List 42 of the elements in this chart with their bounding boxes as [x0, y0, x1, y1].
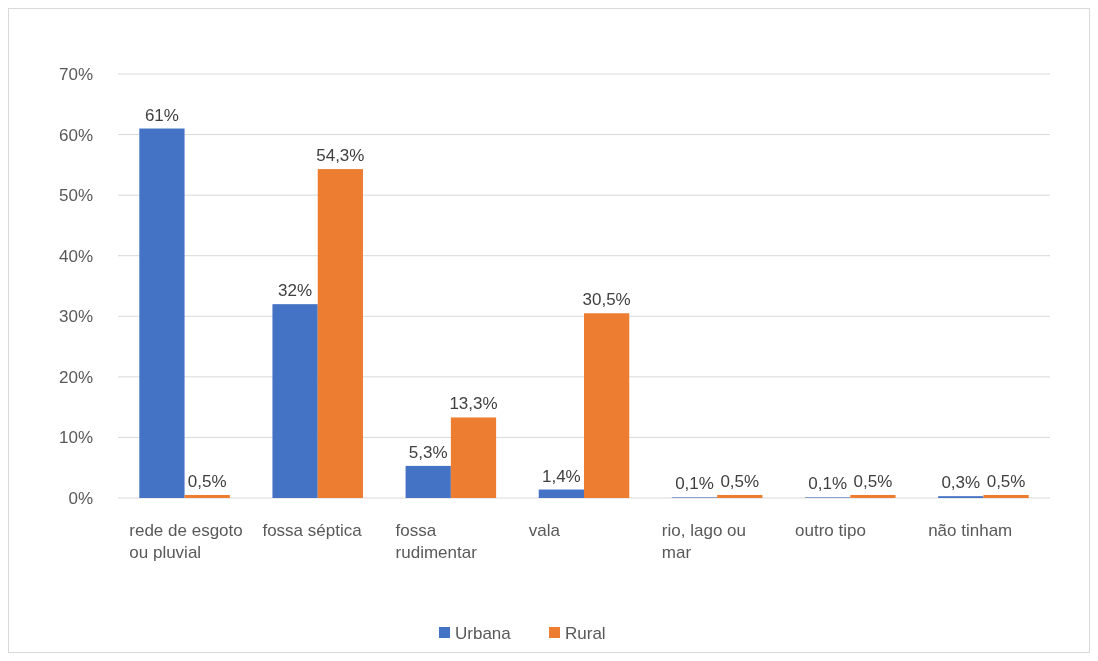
bar [317, 169, 363, 498]
bar [405, 465, 451, 498]
bar [584, 313, 630, 498]
data-label: 0,1% [675, 474, 714, 494]
bar [538, 489, 584, 498]
legend-label: Rural [565, 623, 606, 643]
y-tick-label: 20% [58, 367, 93, 387]
bar [717, 494, 763, 498]
y-tick-label: 0% [68, 488, 93, 508]
y-tick-label: 60% [58, 125, 93, 145]
x-tick-label: outro tipo [795, 521, 866, 540]
data-label: 0,5% [187, 471, 227, 491]
x-tick-label: não tinham [928, 521, 1013, 540]
data-label: 0,5% [853, 471, 893, 491]
x-tick-label: vala [528, 521, 561, 540]
bar [184, 494, 230, 498]
data-label: 0,5% [986, 471, 1026, 491]
legend-label: Urbana [455, 623, 512, 643]
data-label: 54,3% [316, 146, 365, 166]
x-tick-label: rio, lago ou mar [661, 521, 746, 562]
data-label: 0,3% [941, 473, 981, 493]
y-tick-label: 70% [58, 64, 93, 84]
data-label: 30,5% [582, 290, 631, 310]
bar [450, 417, 497, 498]
x-tick-label: fossa séptica [262, 521, 363, 540]
x-tick-label: rede de esgoto ou pluvial [129, 521, 243, 562]
data-label: 61% [144, 105, 179, 125]
x-tick-label: fossa rudimentar [395, 521, 478, 562]
bar [983, 494, 1029, 498]
y-tick-label: 10% [58, 428, 93, 448]
data-label: 32% [278, 281, 313, 301]
y-tick-label: 30% [58, 307, 93, 327]
bar [272, 304, 318, 498]
data-label: 5,3% [408, 442, 448, 462]
data-label: 0,5% [720, 471, 760, 491]
data-label: 1,4% [541, 466, 581, 486]
y-tick-label: 50% [58, 186, 93, 206]
data-label: 13,3% [449, 394, 498, 414]
bar [139, 128, 185, 498]
bar [850, 494, 896, 498]
data-label: 0,1% [808, 474, 848, 494]
y-tick-label: 40% [58, 246, 93, 266]
